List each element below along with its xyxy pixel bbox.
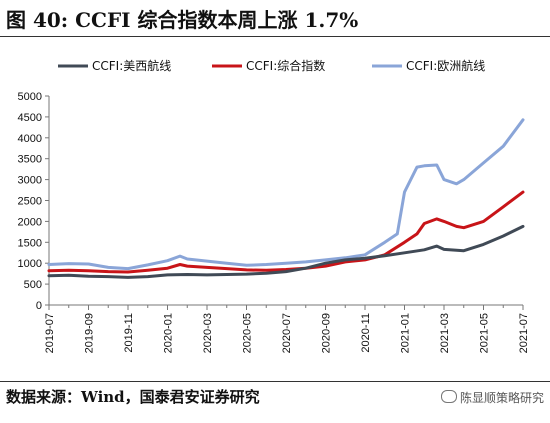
wechat-icon: [440, 390, 457, 403]
line-chart: CCFI:美西航线 CCFI:综合指数 CCFI:欧洲航线 0 500 1000 1500…: [18, 58, 530, 353]
y-tick-label: 4500: [18, 112, 42, 124]
series-line-1: [47, 190, 525, 274]
chart-series: [47, 118, 525, 279]
title-divider: [0, 36, 550, 37]
x-tick-label: 2020-03: [202, 313, 214, 353]
y-tick-label: 1000: [18, 258, 42, 270]
watermark: 陈显顺策略研究: [440, 389, 544, 406]
chart-legend: CCFI:美西航线 CCFI:综合指数 CCFI:欧洲航线: [58, 58, 485, 73]
y-tick-label: 4000: [18, 133, 42, 145]
x-tick-label: 2021-03: [439, 313, 451, 353]
x-tick-label: 2019-11: [123, 313, 135, 353]
x-tick-label: 2021-07: [518, 313, 530, 353]
x-tick-label: 2021-05: [479, 313, 491, 353]
legend-label: CCFI:美西航线: [92, 58, 171, 73]
y-tick-label: 2500: [18, 196, 42, 208]
x-tick-label: 2020-09: [321, 313, 333, 353]
y-tick-label: 5000: [18, 91, 42, 103]
x-tick-label: 2020-07: [281, 313, 293, 353]
x-tick-label: 2019-07: [44, 313, 56, 353]
x-tick-label: 2020-05: [242, 313, 254, 353]
y-tick-label: 2000: [18, 216, 42, 228]
series-line-0: [47, 224, 525, 279]
y-tick-label: 3500: [18, 154, 42, 166]
x-tick-label: 2020-01: [163, 313, 175, 353]
x-tick-label: 2020-11: [360, 313, 372, 353]
y-tick-label: 1500: [18, 237, 42, 249]
legend-label: CCFI:综合指数: [246, 58, 325, 73]
legend-label: CCFI:欧洲航线: [406, 58, 485, 73]
y-tick-label: 0: [36, 300, 42, 312]
x-tick-label: 2019-09: [84, 313, 96, 353]
watermark-text: 陈显顺策略研究: [459, 391, 544, 405]
x-tick-label: 2021-01: [400, 313, 412, 353]
data-source: 数据来源：Wind，国泰君安证券研究: [6, 388, 260, 406]
y-tick-label: 500: [24, 279, 42, 291]
y-tick-label: 3000: [18, 175, 42, 187]
chart-axes: 0 500 1000 1500 2000 2500 3000 3500 4000 4500 5000…: [18, 91, 530, 353]
source-divider: [0, 381, 550, 382]
figure-title: 图 40: CCFI 综合指数本周上涨 1.7%: [6, 8, 359, 32]
series-line-2: [47, 118, 525, 271]
